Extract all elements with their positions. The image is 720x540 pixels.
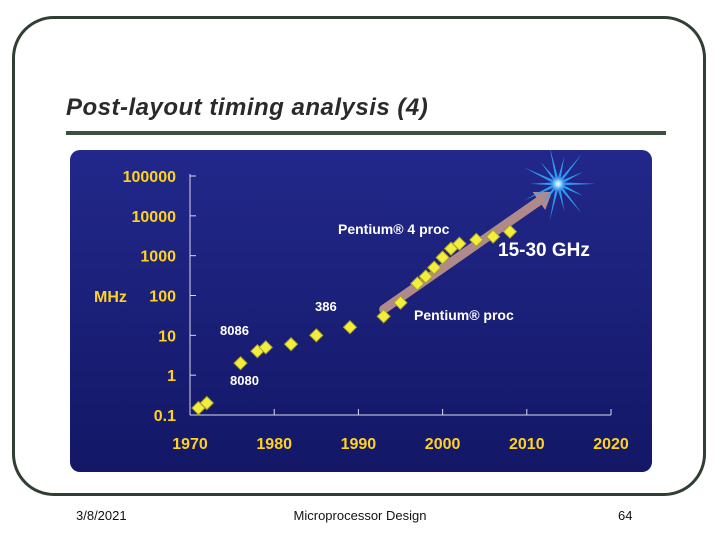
- data-point: [258, 340, 273, 355]
- label-8080: 8080: [230, 373, 259, 388]
- footer-date: 3/8/2021: [76, 508, 127, 523]
- data-point: [418, 269, 433, 284]
- data-point: [410, 276, 425, 291]
- footer-page-number: 64: [618, 508, 633, 523]
- label-386: 386: [315, 299, 337, 314]
- y-tick-label: 0.1: [154, 408, 176, 425]
- x-tick-label: 2020: [593, 436, 629, 453]
- data-point: [485, 229, 501, 244]
- data-point: [469, 232, 484, 248]
- x-tick-label: 2010: [509, 436, 545, 453]
- x-tick-label: 1980: [256, 436, 292, 453]
- data-point: [342, 319, 358, 335]
- data-point: [199, 395, 215, 411]
- trend-arrow-shaft: [379, 196, 544, 314]
- y-tick-label: 100: [149, 289, 176, 306]
- data-point: [502, 224, 518, 239]
- x-tick-label: 2000: [425, 436, 461, 453]
- y-tick-label: 10000: [132, 209, 177, 226]
- data-point: [233, 355, 248, 371]
- data-point: [435, 250, 450, 265]
- x-tick-label: 1990: [341, 436, 377, 453]
- label-8086: 8086: [220, 323, 249, 338]
- slide-title: Post-layout timing analysis (4): [66, 94, 429, 121]
- label-pentium-4: Pentium® 4 proc: [338, 221, 450, 237]
- y-tick-label: 100000: [123, 169, 176, 186]
- label-pentium: Pentium® proc: [414, 307, 514, 323]
- frequency-chart: 0.1 1 10 100 1000 10000 100000 1970 1980 1990 2000…: [70, 150, 652, 472]
- footer-title: Microprocessor Design: [293, 508, 427, 523]
- slide-frame: [12, 16, 706, 496]
- data-point: [393, 295, 408, 310]
- y-tick-label: 1: [167, 368, 176, 385]
- frequency-burst-core: [549, 174, 568, 193]
- x-tick-label: 1970: [172, 436, 208, 453]
- data-point: [426, 260, 442, 275]
- ylabel-mhz: MHz: [94, 289, 127, 306]
- data-point: [376, 309, 391, 324]
- data-point: [309, 328, 324, 343]
- title-rule: [66, 131, 666, 135]
- label-freq-range: 15-30 GHz: [498, 240, 590, 261]
- chart-panel: 0.1 1 10 100 1000 10000 100000 1970 1980 1990 2000…: [70, 150, 652, 472]
- y-tick-label: 1000: [140, 249, 176, 266]
- data-point: [452, 236, 467, 251]
- y-tick-label: 10: [158, 328, 176, 345]
- data-point: [283, 336, 299, 352]
